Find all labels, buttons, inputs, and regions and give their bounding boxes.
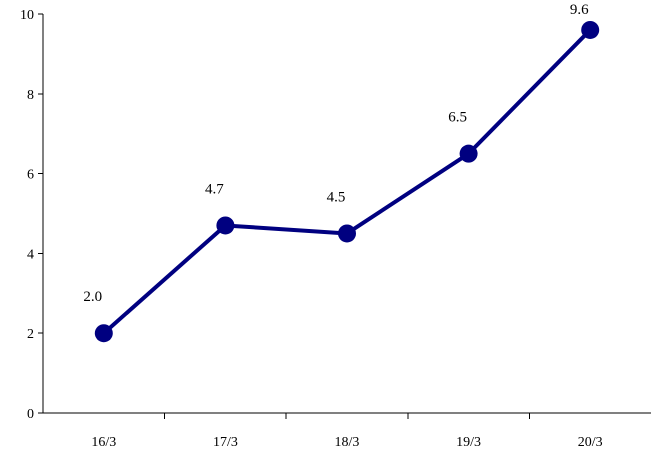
y-tick-label: 0 — [27, 407, 34, 422]
data-point — [338, 224, 356, 243]
data-label: 9.6 — [570, 2, 589, 18]
y-tick-label: 2 — [27, 327, 34, 342]
data-label: 4.5 — [327, 189, 346, 205]
data-labels-layer: 2.0 4.7 4.5 6.5 9.6 — [83, 2, 589, 305]
data-point — [216, 216, 235, 235]
x-tick-label: 17/3 — [213, 435, 238, 450]
x-tick-label: 20/3 — [578, 435, 603, 450]
data-label: 6.5 — [448, 110, 467, 126]
y-tick-label: 6 — [27, 168, 34, 183]
x-tick-label: 19/3 — [456, 435, 481, 450]
data-point — [459, 144, 478, 163]
y-tick-label: 8 — [27, 88, 34, 103]
data-point — [94, 324, 113, 343]
data-label: 2.0 — [83, 289, 102, 305]
x-tick-label: 16/3 — [91, 435, 116, 450]
data-label: 4.7 — [205, 181, 224, 197]
data-point — [581, 20, 600, 39]
series-layer — [94, 20, 600, 343]
chart-axes: 0 2 4 6 8 10 16/3 17/3 18/3 19/3 20/3 — [20, 8, 651, 450]
y-tick-label: 4 — [27, 247, 34, 262]
series-line — [101, 27, 593, 336]
x-tick-label: 18/3 — [335, 435, 360, 450]
y-tick-label: 10 — [20, 8, 34, 23]
